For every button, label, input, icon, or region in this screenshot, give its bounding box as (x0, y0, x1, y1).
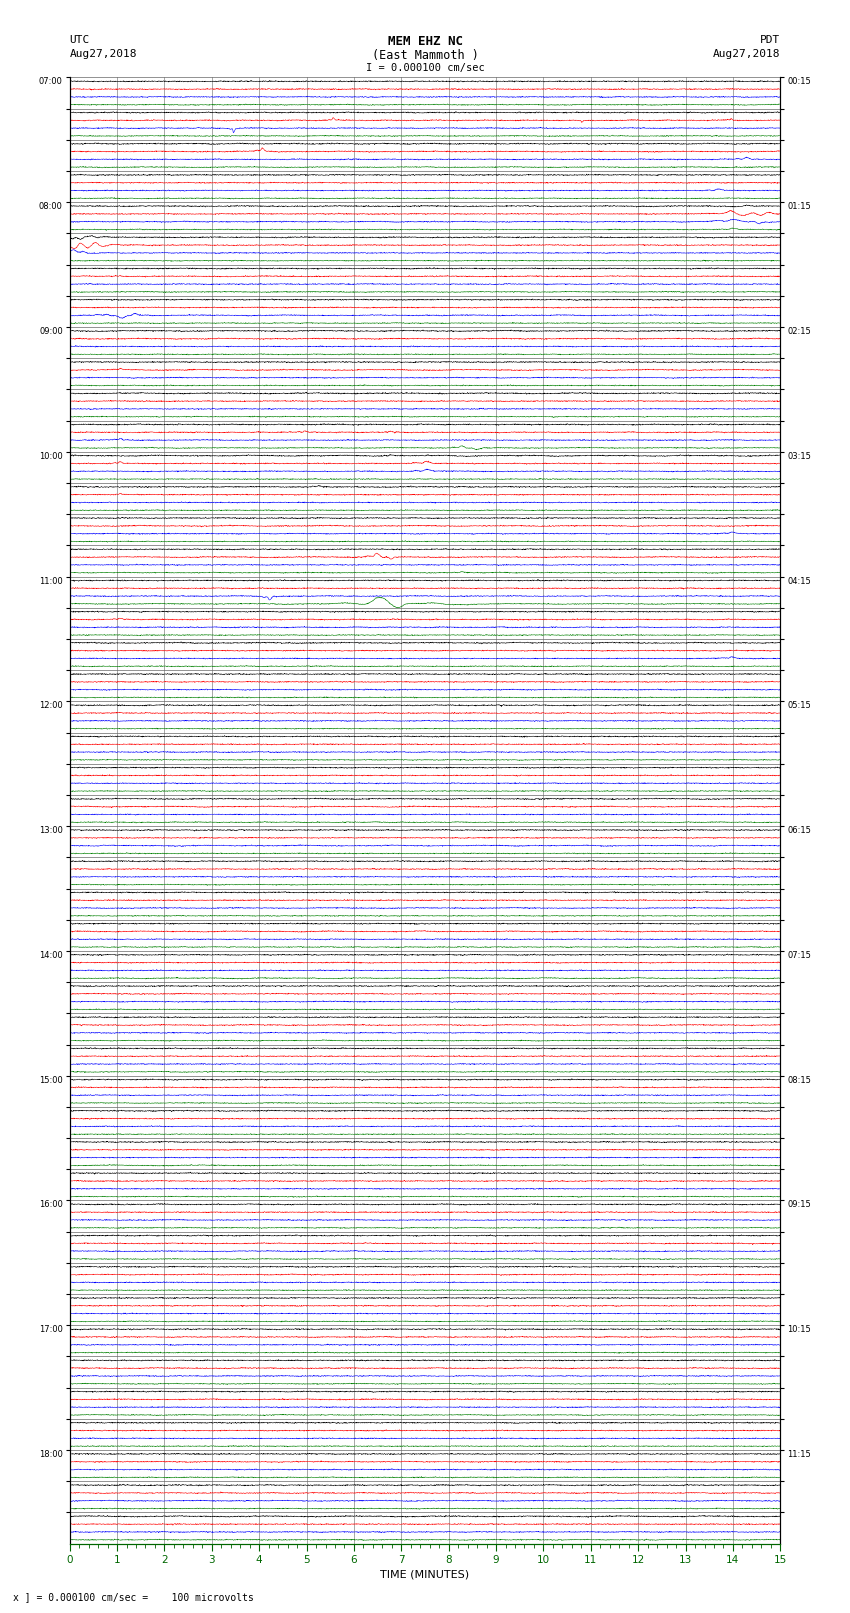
X-axis label: TIME (MINUTES): TIME (MINUTES) (381, 1569, 469, 1579)
Text: (East Mammoth ): (East Mammoth ) (371, 50, 479, 63)
Text: I = 0.000100 cm/sec: I = 0.000100 cm/sec (366, 63, 484, 73)
Text: Aug27,2018: Aug27,2018 (70, 50, 137, 60)
Text: Aug27,2018: Aug27,2018 (713, 50, 780, 60)
Text: UTC: UTC (70, 35, 90, 45)
Text: MEM EHZ NC: MEM EHZ NC (388, 35, 462, 48)
Text: x ] = 0.000100 cm/sec =    100 microvolts: x ] = 0.000100 cm/sec = 100 microvolts (13, 1592, 253, 1602)
Text: PDT: PDT (760, 35, 780, 45)
